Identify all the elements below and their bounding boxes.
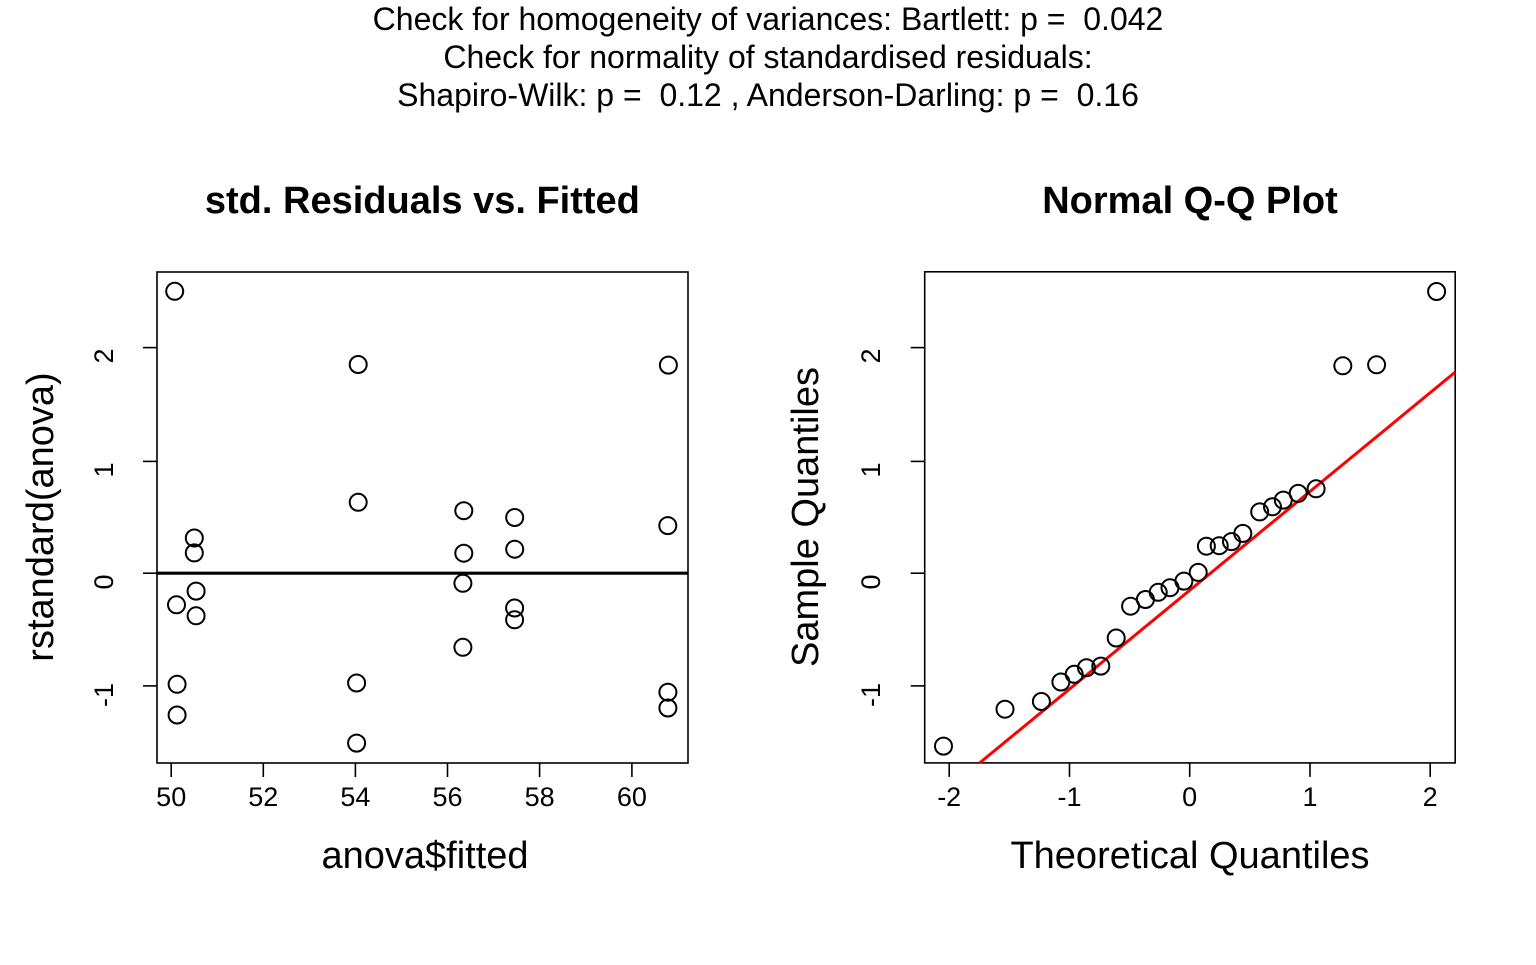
svg-text:Check for normality of standar: Check for normality of standardised resi… [443, 39, 1092, 75]
svg-text:Shapiro-Wilk: p = 0.12 , Ande: Shapiro-Wilk: p = 0.12 , Anderson-Darlin… [397, 77, 1139, 113]
svg-text:std. Residuals vs. Fitted: std. Residuals vs. Fitted [205, 180, 640, 222]
svg-text:2: 2 [856, 348, 886, 363]
svg-text:rstandard(anova): rstandard(anova) [20, 372, 62, 661]
svg-text:0: 0 [89, 574, 119, 589]
svg-text:2: 2 [89, 348, 119, 363]
svg-text:54: 54 [340, 782, 370, 812]
svg-text:anova$fitted: anova$fitted [321, 835, 528, 877]
svg-text:1: 1 [89, 462, 119, 477]
svg-text:58: 58 [525, 782, 555, 812]
svg-text:Check for homogeneity of varia: Check for homogeneity of variances: Bart… [373, 1, 1164, 37]
svg-text:-2: -2 [937, 782, 961, 812]
svg-text:-1: -1 [856, 683, 886, 707]
svg-text:-1: -1 [1057, 782, 1081, 812]
svg-text:0: 0 [1182, 782, 1197, 812]
svg-text:Sample Quantiles: Sample Quantiles [785, 367, 827, 667]
svg-text:50: 50 [156, 782, 186, 812]
svg-text:Theoretical Quantiles: Theoretical Quantiles [1010, 835, 1369, 877]
svg-text:-1: -1 [89, 683, 119, 707]
svg-text:56: 56 [432, 782, 462, 812]
svg-text:2: 2 [1423, 782, 1438, 812]
svg-text:1: 1 [856, 462, 886, 477]
svg-text:Normal Q-Q Plot: Normal Q-Q Plot [1042, 180, 1338, 222]
svg-text:60: 60 [617, 782, 647, 812]
svg-text:1: 1 [1302, 782, 1317, 812]
svg-text:0: 0 [856, 574, 886, 589]
svg-text:52: 52 [248, 782, 278, 812]
